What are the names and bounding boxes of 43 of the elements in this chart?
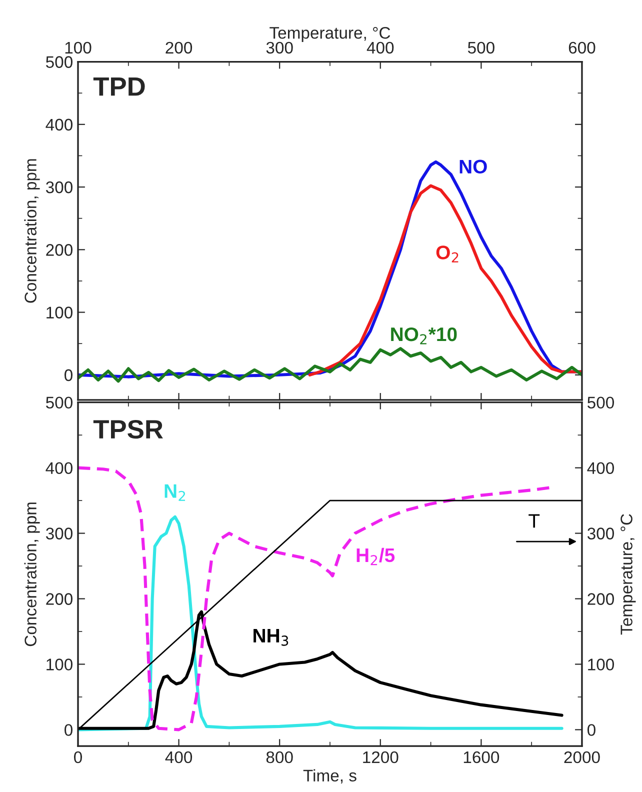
x-tick-label: 200 xyxy=(166,42,192,54)
x-axis-title: Time, s xyxy=(303,769,356,784)
x-tick-label: 1600 xyxy=(464,751,500,764)
y-axis-title: Concentration, ppm xyxy=(24,502,40,646)
series-label: O$_{2}$ xyxy=(436,246,458,262)
chart-title: TPD xyxy=(93,78,145,96)
x-tick-label: 0 xyxy=(74,751,82,764)
y-tick-label: 200 xyxy=(46,244,72,256)
x-axis-title: Temperature, °C xyxy=(270,26,390,42)
y-tick-label: 500 xyxy=(46,396,72,409)
x-tick-label: 600 xyxy=(568,42,596,54)
series-label: NO xyxy=(460,160,487,174)
x-tick-label: 1200 xyxy=(363,751,398,764)
y-tick-label: 500 xyxy=(46,56,72,68)
y-tick-label: 300 xyxy=(46,181,72,194)
y-tick-label: 0 xyxy=(64,724,72,736)
y-tick-label: 100 xyxy=(46,658,72,670)
y-tick-label: 400 xyxy=(46,118,72,131)
y-tick-label: 400 xyxy=(46,462,72,474)
text: TPSR xyxy=(93,420,163,439)
x-tick-label: 500 xyxy=(468,42,494,54)
y-tick-label: 300 xyxy=(46,528,72,540)
series-label: H$_{2}$/5 xyxy=(356,548,395,566)
series-label: T xyxy=(528,514,540,528)
x-tick-label: 2000 xyxy=(564,751,600,764)
y-tick-label: 0 xyxy=(64,369,72,382)
x-tick-label: 300 xyxy=(266,42,293,54)
y2-tick-label: 300 xyxy=(587,528,614,540)
y2-tick-label: 400 xyxy=(587,462,614,474)
y-tick-label: 100 xyxy=(46,306,72,318)
series-label: N$_{2}$ xyxy=(164,484,186,501)
y2-tick-label: 200 xyxy=(588,593,614,605)
series-label: NO$_{2}$*10 xyxy=(391,327,457,344)
x-tick-label: 800 xyxy=(266,751,293,764)
x-tick-label: 400 xyxy=(165,751,192,764)
series-label: NH$_{3}$ xyxy=(254,629,288,646)
y-axis-title: Concentration, ppm xyxy=(24,159,40,303)
x-tick-label: 400 xyxy=(366,42,394,54)
y2-tick-label: 100 xyxy=(588,658,614,670)
y2-tick-label: 500 xyxy=(588,396,614,409)
y2-tick-label: 0 xyxy=(587,724,596,736)
y-tick-label: 200 xyxy=(46,593,72,605)
y2-axis-title: Temperature, °C xyxy=(620,514,636,635)
